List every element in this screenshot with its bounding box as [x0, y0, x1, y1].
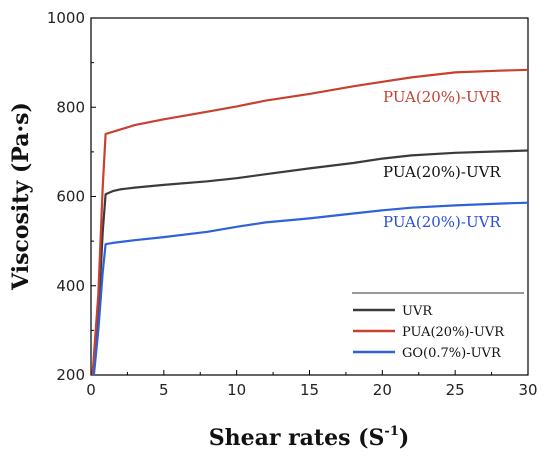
annotation-label: PUA(20%)-UVR	[383, 163, 501, 181]
y-tick-label: 800	[56, 98, 85, 116]
x-tick-label: 0	[86, 381, 96, 399]
legend: UVR PUA(20%)-UVR GO(0.7%)-UVR	[352, 292, 524, 361]
series-line	[92, 201, 529, 376]
annotation-label: PUA(20%)-UVR	[383, 213, 501, 231]
y-tick-label: 1000	[47, 9, 85, 27]
series-line	[91, 68, 529, 376]
series-line	[91, 149, 529, 376]
y-axis-title: Viscosity (Pa·s)	[8, 102, 34, 291]
y-tick-label: 400	[56, 277, 85, 295]
y-tick-label: 600	[56, 188, 85, 206]
x-tick-label: 10	[227, 381, 246, 399]
x-tick-label: 30	[518, 381, 537, 399]
x-tick-label: 5	[159, 381, 169, 399]
y-axis-ticks: 200 400 600 800 1000	[47, 9, 96, 384]
x-tick-label: 25	[446, 381, 465, 399]
series-layer	[91, 68, 529, 376]
legend-label: GO(0.7%)-UVR	[402, 346, 502, 361]
x-axis-ticks: 0 5 10 15 20 25 30	[86, 370, 538, 399]
legend-label: PUA(20%)-UVR	[402, 325, 505, 340]
annotations: PUA(20%)-UVR PUA(20%)-UVR PUA(20%)-UVR	[383, 88, 501, 231]
y-tick-label: 200	[56, 366, 85, 384]
x-tick-label: 15	[300, 381, 319, 399]
legend-label: UVR	[402, 304, 433, 319]
annotation-label: PUA(20%)-UVR	[383, 88, 501, 106]
x-axis-title: Shear rates (S-1)	[209, 424, 410, 451]
x-tick-label: 20	[373, 381, 392, 399]
